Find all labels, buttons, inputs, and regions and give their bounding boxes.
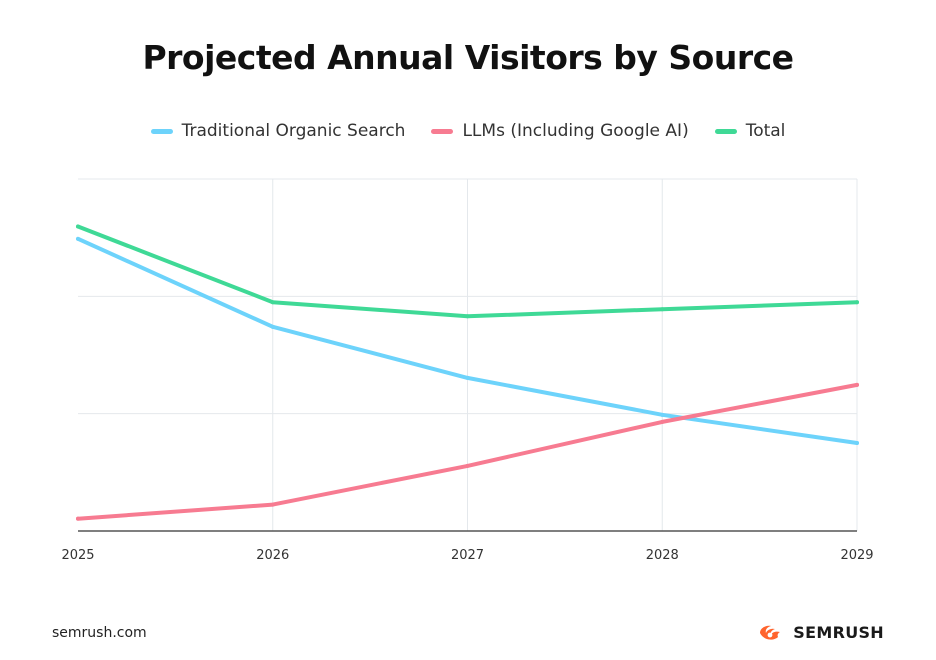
- brand-name: SEMRUSH: [793, 623, 884, 642]
- legend-item-organic: Traditional Organic Search: [150, 121, 406, 141]
- series-1-point-2: [465, 463, 470, 468]
- x-tick-label-0: 2025: [61, 548, 94, 563]
- semrush-flame-icon: [760, 625, 781, 640]
- x-axis-ticks: 2025 2026 2027 2028 2029: [61, 548, 873, 563]
- chart-grid: [78, 178, 858, 532]
- series-0-point-2: [465, 375, 470, 380]
- legend-swatch-llms: [431, 128, 454, 134]
- legend-label-llms: LLMs (Including Google AI): [462, 121, 689, 141]
- chart-title: Projected Annual Visitors by Source: [142, 38, 794, 77]
- x-tick-label-1: 2026: [256, 548, 289, 563]
- series-0-point-1: [270, 324, 275, 329]
- x-tick-label-4: 2029: [840, 548, 873, 563]
- series-1-point-0: [76, 516, 80, 521]
- legend-item-total: Total: [714, 121, 786, 141]
- series-2-point-1: [270, 300, 275, 305]
- series-2-point-2: [465, 314, 470, 319]
- x-tick-label-2: 2027: [451, 548, 484, 563]
- legend-item-llms: LLMs (Including Google AI): [431, 121, 689, 141]
- legend-label-organic: Traditional Organic Search: [181, 121, 406, 141]
- series-0-point-4: [855, 441, 859, 445]
- legend-swatch-total: [714, 128, 737, 134]
- series-1-point-1: [270, 502, 275, 507]
- brand-logo: SEMRUSH: [757, 623, 884, 642]
- chart-legend: Traditional Organic Search LLMs (Includi…: [0, 121, 936, 141]
- series-1-point-4: [855, 382, 859, 387]
- series-0-point-3: [660, 412, 665, 417]
- legend-label-total: Total: [745, 121, 786, 141]
- series-2-point-3: [660, 307, 665, 312]
- series-1-point-3: [660, 419, 665, 424]
- chart-series: [76, 224, 859, 521]
- x-tick-label-3: 2028: [646, 548, 679, 563]
- series-2-point-0: [76, 224, 80, 229]
- series-0-point-0: [76, 236, 80, 241]
- series-2-point-4: [855, 300, 859, 305]
- source-text: semrush.com: [52, 625, 147, 641]
- legend-swatch-organic: [150, 128, 173, 134]
